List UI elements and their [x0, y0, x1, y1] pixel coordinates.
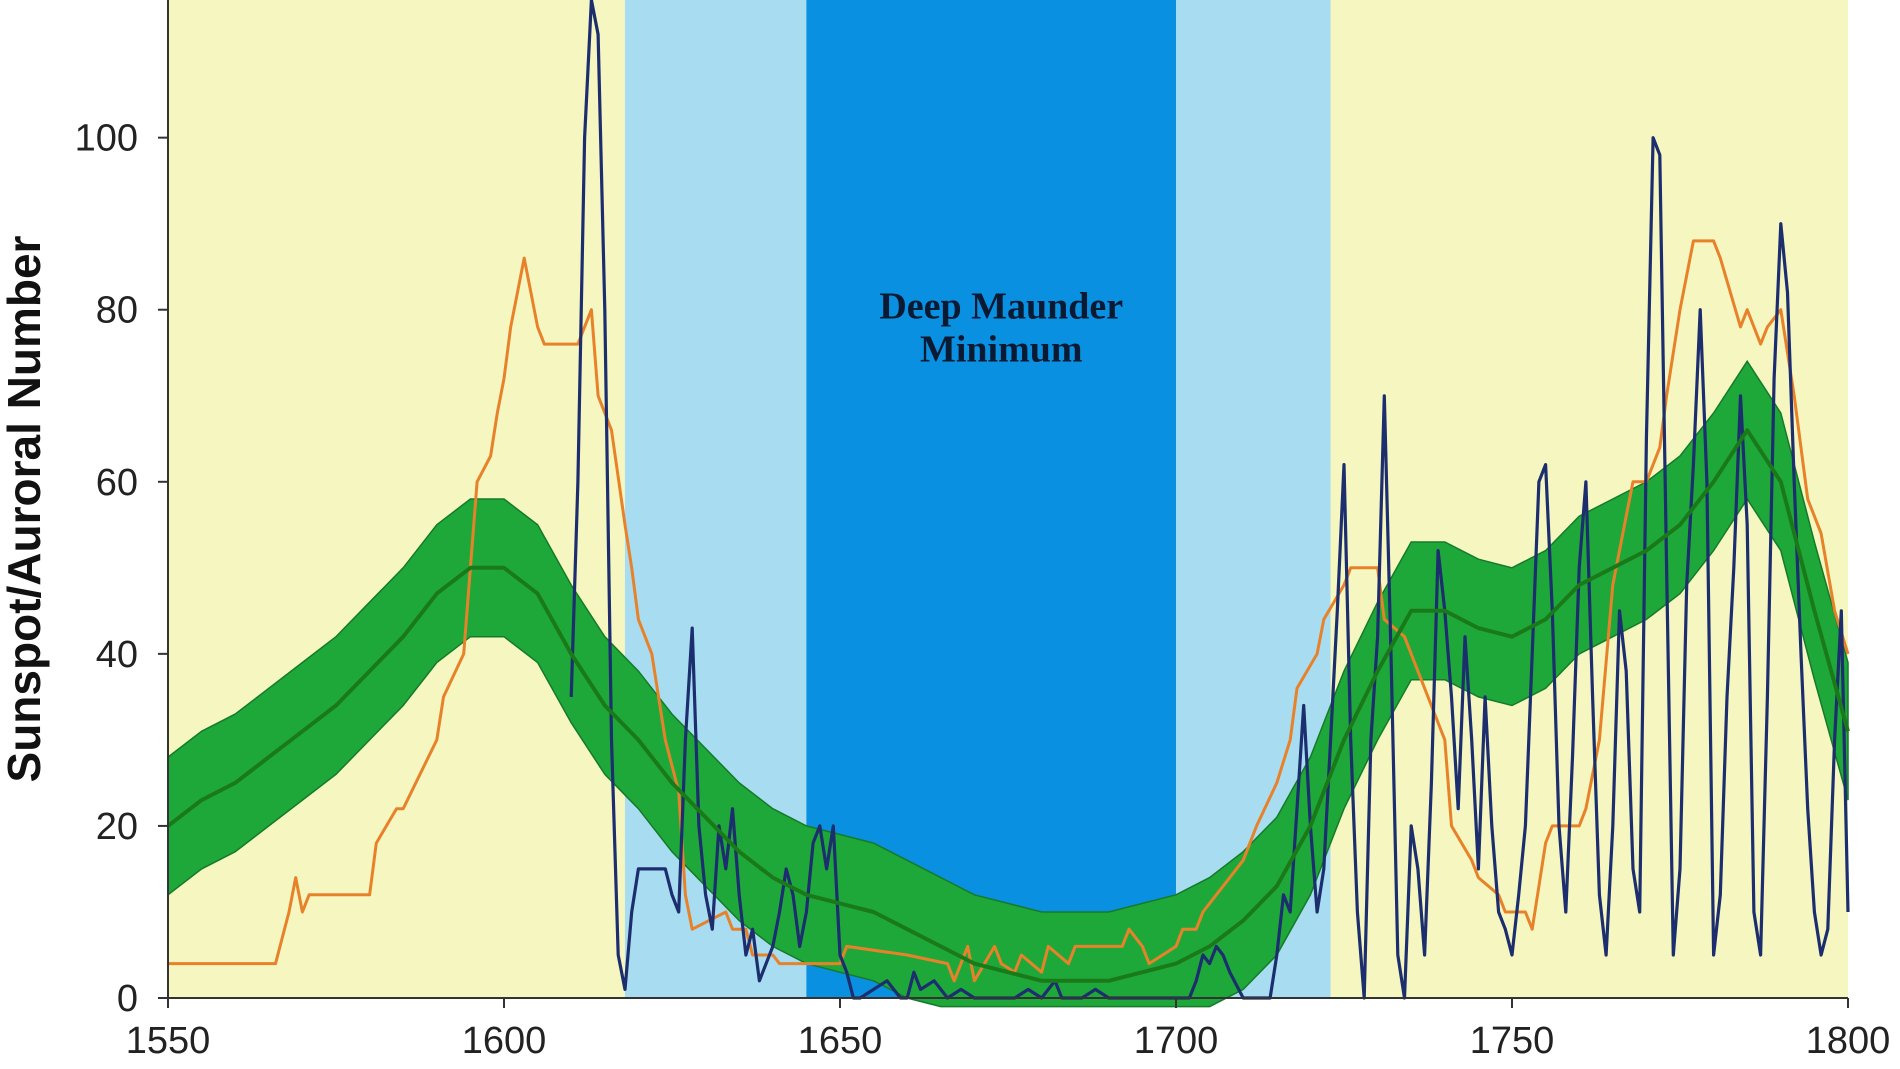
- y-tick-label: 40: [96, 634, 138, 676]
- x-tick-label: 1550: [126, 1020, 211, 1062]
- deep-minimum-label: Minimum: [920, 328, 1083, 370]
- y-axis-ticks: 0 20 40 60 80 100: [75, 118, 168, 1020]
- series-lines: [166, 0, 1850, 1000]
- annotations: Extended Maunder MinimumDeep MaunderMini…: [731, 0, 1218, 370]
- x-axis-ticks: 1550 1600 1650 1700 1750 1800: [126, 998, 1891, 1062]
- y-tick-label: 100: [75, 118, 138, 160]
- x-tick-label: 1600: [462, 1020, 547, 1062]
- x-tick-label: 1650: [798, 1020, 883, 1062]
- y-tick-label: 60: [96, 462, 138, 504]
- x-tick-label: 1700: [1134, 1020, 1219, 1062]
- navy-sunspot-line: [569, 0, 1850, 1000]
- y-tick-label: 0: [117, 978, 138, 1020]
- y-axis-label: Sunspot/Auroral Number: [0, 235, 50, 782]
- y-tick-label: 20: [96, 806, 138, 848]
- y-tick-label: 80: [96, 290, 138, 332]
- deep-minimum-region: [806, 0, 1176, 998]
- axes: [167, 0, 1848, 999]
- x-tick-label: 1750: [1470, 1020, 1555, 1062]
- deep-minimum-label: Deep Maunder: [879, 285, 1123, 327]
- x-tick-label: 1800: [1806, 1020, 1891, 1062]
- orange-auroral-line: [168, 239, 1850, 983]
- green-smoothed-line: [166, 428, 1850, 983]
